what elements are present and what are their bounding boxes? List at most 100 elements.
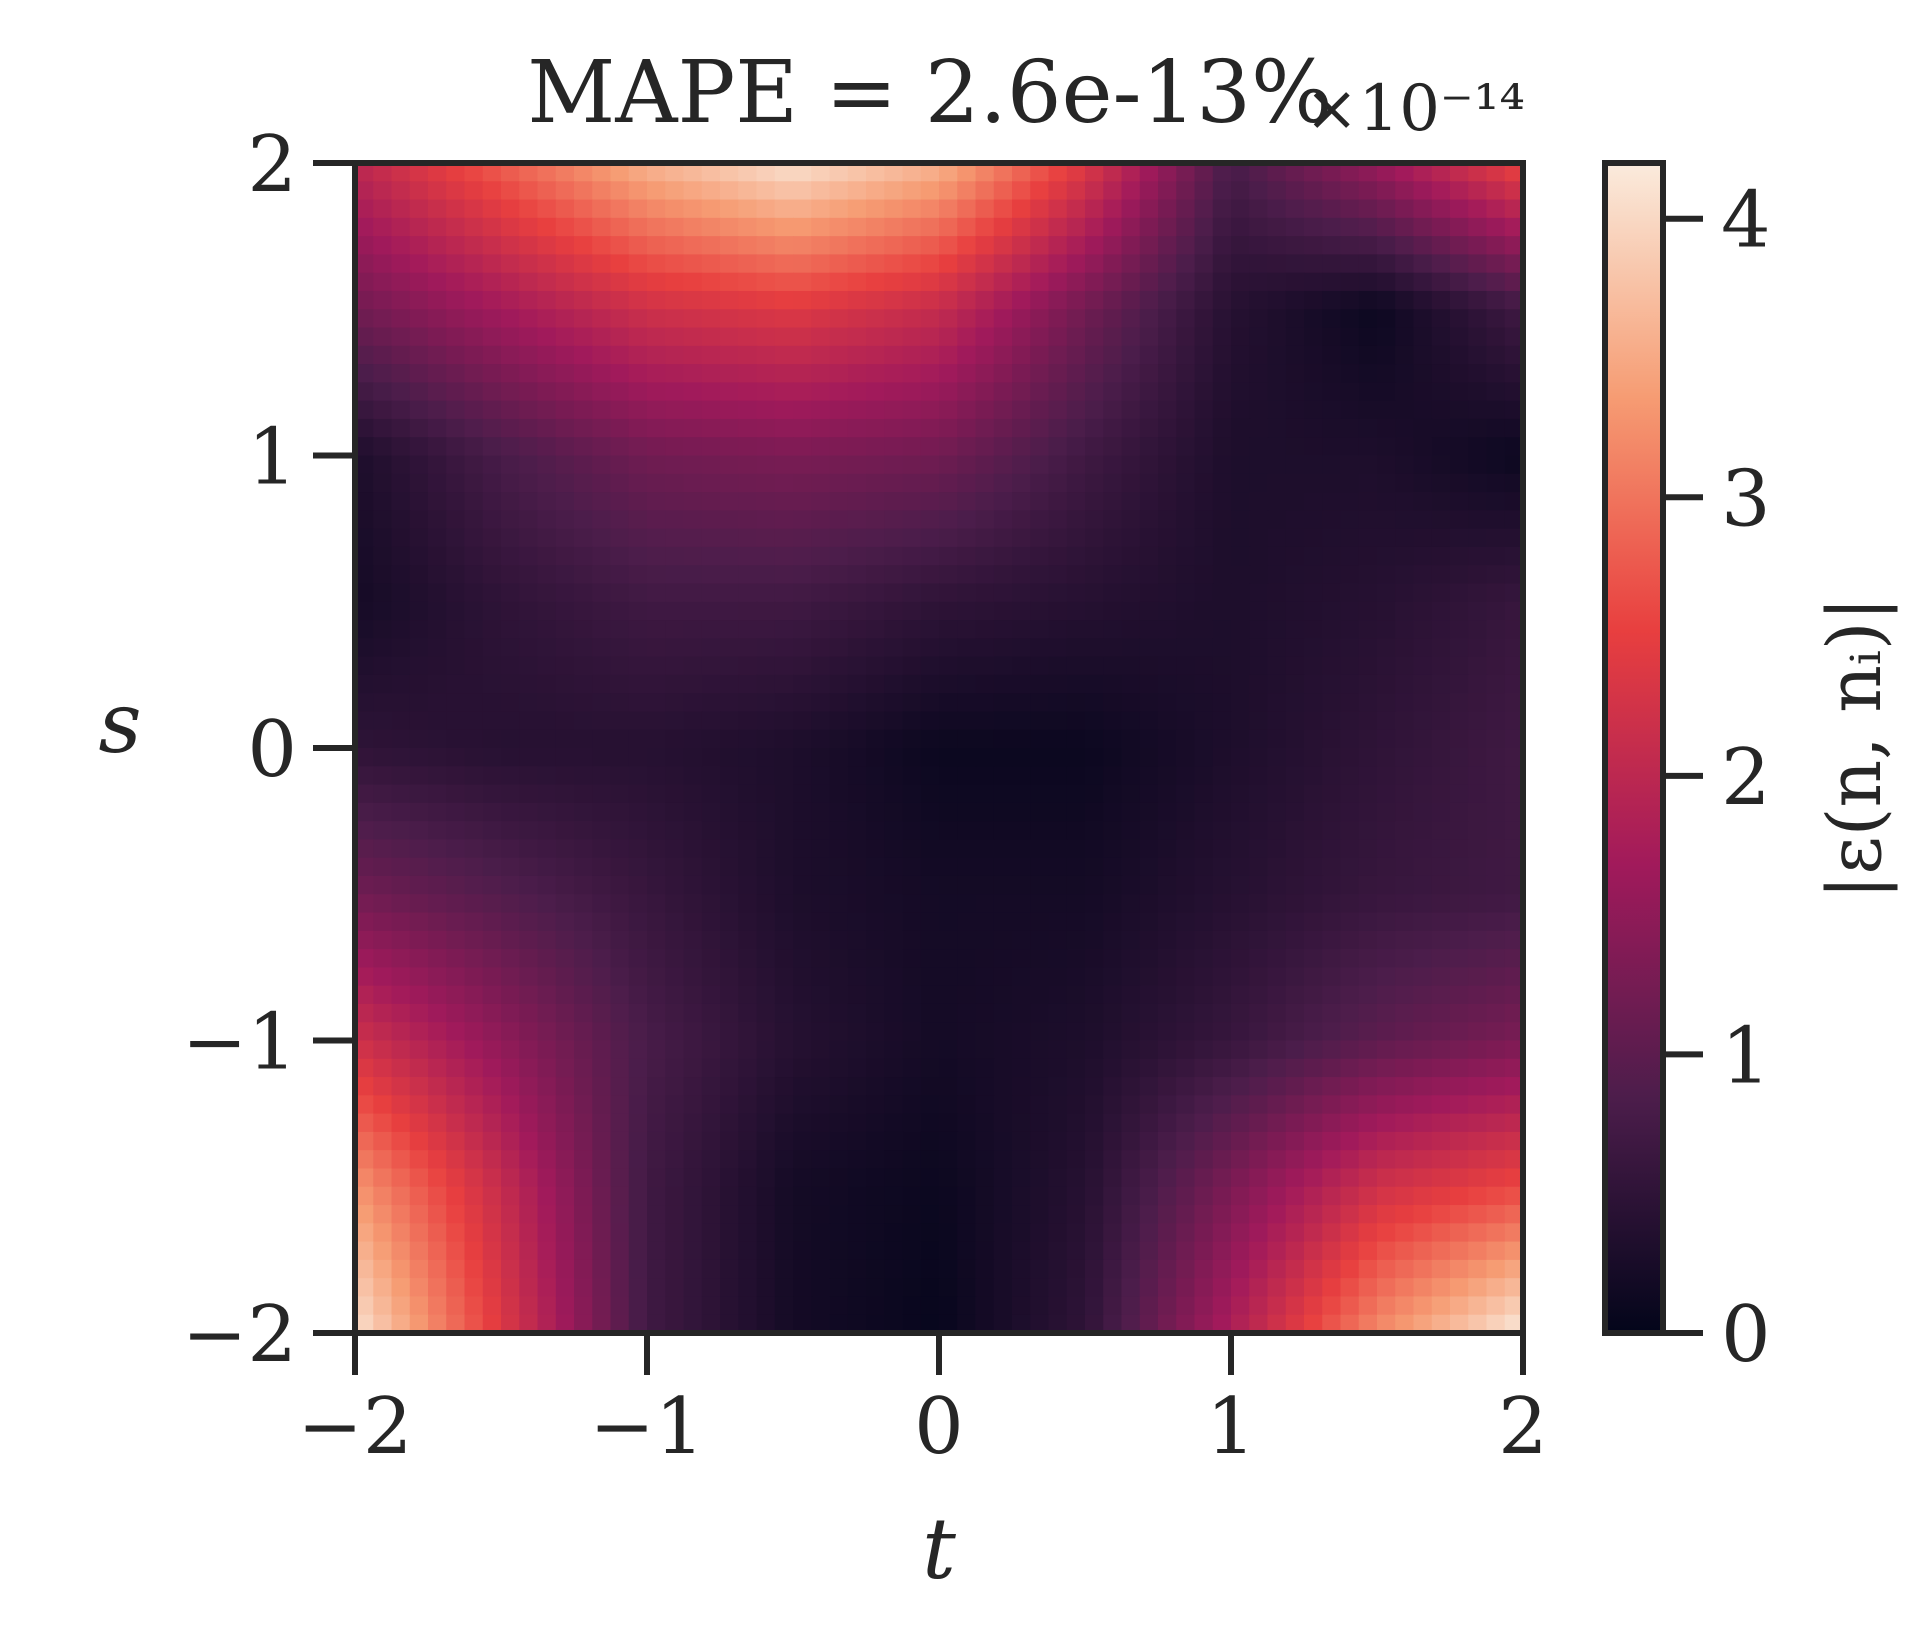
heatmap-cell: [1267, 473, 1287, 493]
heatmap-cell: [519, 656, 539, 676]
heatmap-cell: [683, 1003, 703, 1024]
heatmap-cell: [446, 1058, 466, 1078]
heatmap-cell: [537, 1223, 557, 1243]
heatmap-cell: [1249, 1003, 1269, 1024]
heatmap-cell: [1340, 546, 1360, 566]
heatmap-cell: [1450, 1314, 1470, 1333]
heatmap-cell: [1121, 729, 1141, 749]
heatmap-cell: [1231, 1058, 1251, 1078]
heatmap-cell: [1395, 565, 1415, 585]
heatmap-cell: [574, 693, 594, 713]
heatmap-cell: [446, 748, 466, 768]
heatmap-cell: [884, 364, 904, 384]
heatmap-cell: [537, 1241, 557, 1261]
heatmap-cell: [555, 638, 575, 658]
heatmap-cell: [1322, 766, 1342, 786]
heatmap-cell: [1413, 254, 1433, 274]
heatmap-cell: [592, 1186, 612, 1206]
x-tick-label: −1: [590, 1382, 705, 1472]
heatmap-cell: [610, 546, 630, 566]
heatmap-cell: [920, 729, 940, 749]
heatmap-cell: [501, 492, 521, 512]
heatmap-cell: [1413, 1113, 1433, 1133]
heatmap-cell: [1030, 382, 1050, 402]
heatmap-cell: [519, 1058, 539, 1078]
heatmap-cell: [482, 1205, 502, 1225]
heatmap-cell: [1139, 620, 1159, 640]
heatmap-cell: [1012, 674, 1032, 694]
heatmap-cell: [464, 674, 484, 694]
heatmap-cell: [774, 1278, 794, 1298]
heatmap-cell: [1085, 967, 1105, 987]
heatmap-cell: [957, 949, 977, 969]
heatmap-cell: [628, 290, 648, 311]
heatmap-cell: [1267, 400, 1287, 420]
heatmap-cell: [1358, 894, 1378, 914]
heatmap-cell: [902, 784, 922, 804]
heatmap-cell: [902, 528, 922, 548]
heatmap-cell: [1450, 418, 1470, 439]
heatmap-cell: [1158, 1058, 1178, 1078]
heatmap-cell: [446, 236, 466, 256]
heatmap-cell: [902, 163, 922, 183]
heatmap-cell: [1285, 1278, 1305, 1298]
heatmap-cell: [464, 1150, 484, 1170]
heatmap-cell: [866, 784, 886, 804]
heatmap-cell: [1085, 1058, 1105, 1078]
heatmap-cell: [1413, 802, 1433, 822]
heatmap-cell: [391, 309, 411, 329]
heatmap-cell: [1139, 1278, 1159, 1298]
heatmap-cell: [555, 272, 575, 292]
heatmap-cell: [1486, 1077, 1506, 1097]
heatmap-cell: [1085, 473, 1105, 493]
heatmap-cell: [1121, 839, 1141, 859]
heatmap-cell: [939, 1278, 959, 1298]
heatmap-cell: [647, 656, 667, 676]
heatmap-cell: [811, 455, 831, 475]
heatmap-cell: [1358, 199, 1378, 219]
heatmap-cell: [519, 894, 539, 914]
heatmap-cell: [1358, 674, 1378, 694]
heatmap-cell: [1340, 382, 1360, 402]
heatmap-cell: [1139, 1205, 1159, 1225]
heatmap-cell: [665, 1022, 685, 1042]
heatmap-cell: [774, 784, 794, 804]
heatmap-cell: [1103, 1168, 1123, 1188]
heatmap-cell: [1322, 1040, 1342, 1060]
heatmap-cell: [555, 254, 575, 274]
heatmap-cell: [446, 546, 466, 566]
heatmap-cell: [391, 510, 411, 530]
heatmap-cell: [1066, 254, 1086, 274]
heatmap-cell: [1085, 638, 1105, 658]
heatmap-cell: [537, 400, 557, 420]
heatmap-cell: [829, 1168, 849, 1188]
heatmap-cell: [756, 839, 776, 859]
heatmap-cell: [720, 802, 740, 822]
heatmap-cell: [1267, 1131, 1287, 1151]
heatmap-cell: [811, 583, 831, 603]
heatmap-cell: [720, 492, 740, 512]
heatmap-cell: [720, 1040, 740, 1060]
heatmap-cell: [847, 839, 867, 859]
heatmap-cell: [975, 400, 995, 420]
heatmap-cell: [884, 857, 904, 877]
heatmap-cell: [993, 1003, 1013, 1024]
heatmap-cell: [1012, 455, 1032, 475]
heatmap-cell: [811, 1040, 831, 1060]
heatmap-cell: [902, 565, 922, 585]
heatmap-cell: [975, 1278, 995, 1298]
heatmap-cell: [1413, 492, 1433, 512]
heatmap-cell: [1395, 656, 1415, 676]
heatmap-cell: [811, 473, 831, 493]
heatmap-cell: [1103, 473, 1123, 493]
heatmap-cell: [1486, 199, 1506, 219]
heatmap-cell: [811, 601, 831, 621]
heatmap-cell: [647, 1168, 667, 1188]
heatmap-cell: [993, 382, 1013, 402]
heatmap-cell: [1103, 1077, 1123, 1097]
heatmap-cell: [1304, 1131, 1324, 1151]
heatmap-cell: [1012, 875, 1032, 896]
heatmap-cell: [1267, 236, 1287, 256]
heatmap-cell: [774, 1113, 794, 1133]
heatmap-cell: [1212, 510, 1232, 530]
